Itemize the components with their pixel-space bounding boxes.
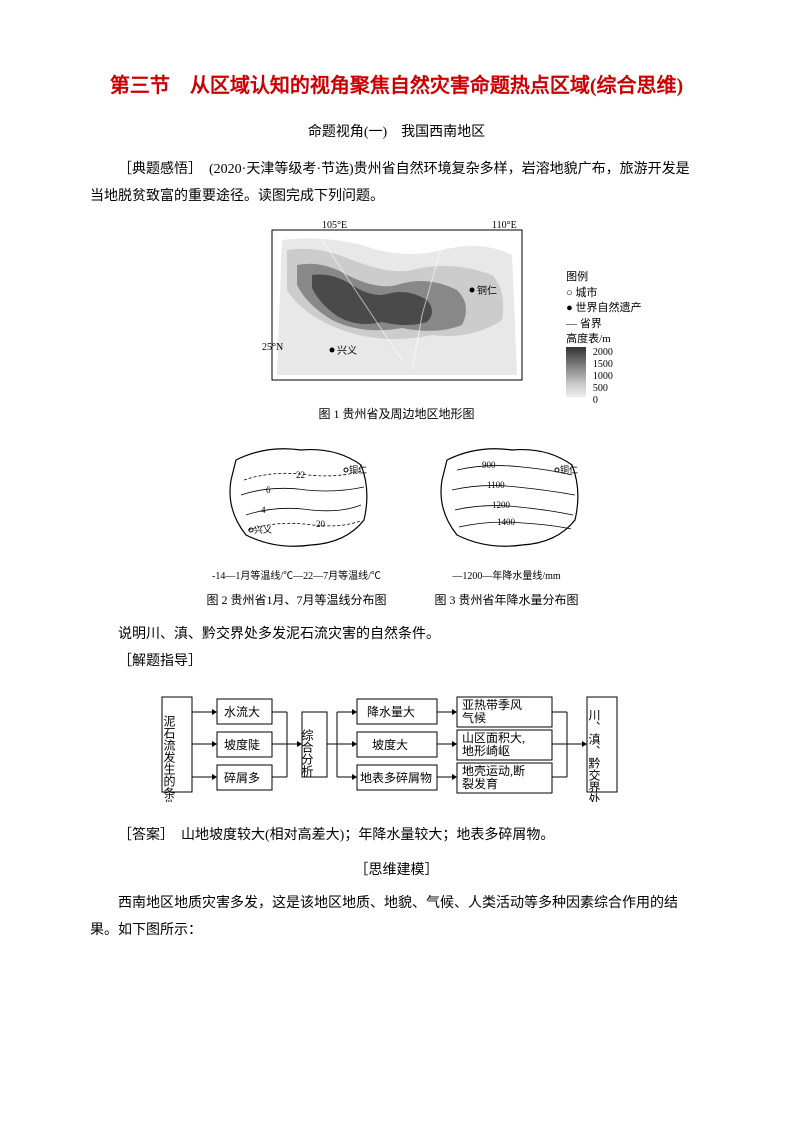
elevation-values: 2000 1500 1000 500 0 [593, 347, 613, 407]
figure-2-label: -14—1月等温线/℃—22—7月等温线/℃ [206, 568, 386, 586]
intro-paragraph: ［典题感悟］ (2020·天津等级考·节选)贵州省自然环境复杂多样，岩溶地貌广布… [90, 157, 703, 210]
legend-heritage: ● 世界自然遗产 [566, 301, 641, 316]
svg-text:川、滇、黔交界处: 川、滇、黔交界处 [587, 709, 601, 802]
svg-text:1100: 1100 [487, 480, 505, 490]
lon-105: 105°E [322, 220, 347, 231]
svg-text:兴义: 兴义 [254, 525, 272, 535]
precipitation-map: 900 1100 1200 1400 铜仁 [427, 435, 587, 555]
svg-text:降水量大: 降水量大 [367, 705, 415, 719]
lon-110: 110°E [492, 220, 517, 231]
svg-text:山区面积大,: 山区面积大, [462, 731, 525, 745]
svg-text:地表多碎屑物: 地表多碎屑物 [360, 770, 432, 785]
svg-text:坡度大: 坡度大 [372, 737, 408, 752]
svg-text:6: 6 [266, 485, 271, 495]
section-title: 第三节 从区域认知的视角聚焦自然灾害命题热点区域(综合思维) [90, 70, 703, 102]
perspective-subtitle: 命题视角(一) 我国西南地区 [90, 120, 703, 145]
svg-text:气候: 气候 [462, 710, 486, 725]
figure-2-caption: 图 2 贵州省1月、7月等温线分布图 [206, 590, 386, 612]
solution-guide-label: ［解题指导］ [90, 649, 703, 676]
svg-text:碎屑多: 碎屑多 [224, 770, 260, 785]
legend-title: 图例 [566, 270, 641, 285]
legend-elevation: 高度表/m [566, 332, 641, 347]
svg-text:裂发育: 裂发育 [462, 776, 498, 791]
svg-text:22: 22 [296, 470, 305, 480]
answer-text: ［答案］ 山地坡度较大(相对高差大)；年降水量较大；地表多碎屑物。 [90, 823, 703, 850]
svg-text:地壳运动,断: 地壳运动,断 [462, 763, 525, 778]
city-xingyi: 兴义 [337, 345, 357, 357]
figure-1-container: 铜仁 兴义 105°E 110°E 25°N 图例 ○ 城市 ● 世界自然遗产 … [90, 220, 703, 425]
svg-text:水流大: 水流大 [224, 705, 260, 719]
legend-city: ○ 城市 [566, 286, 641, 301]
thinking-model-label: ［思维建模］ [90, 858, 703, 883]
figure-1-legend: 图例 ○ 城市 ● 世界自然遗产 — 省界 高度表/m 2000 1500 10… [566, 270, 641, 407]
flow-diagram: 泥石流发生的条件 水流大 坡度陡 碎屑多 综合分析 降水量大 坡度大 地表多碎屑… [90, 687, 703, 811]
conclusion-paragraph: 西南地区地质灾害多发，这是该地区地质、地貌、气候、人类活动等多种因素综合作用的结… [90, 891, 703, 944]
question-text: 说明川、滇、黔交界处多发泥石流灾害的自然条件。 [90, 622, 703, 649]
svg-text:1400: 1400 [497, 517, 516, 527]
terrain-map: 铜仁 兴义 105°E 110°E 25°N [262, 220, 532, 390]
lat-25: 25°N [262, 342, 283, 353]
svg-text:铜仁: 铜仁 [560, 464, 578, 475]
elevation-gradient [566, 347, 586, 397]
svg-text:亚热带季风: 亚热带季风 [462, 698, 522, 712]
isotherm-map: 6 22 4 20 铜仁 兴义 [216, 435, 376, 555]
svg-text:1200: 1200 [492, 500, 511, 510]
svg-text:坡度陡: 坡度陡 [224, 737, 260, 752]
svg-text:铜仁: 铜仁 [349, 464, 367, 475]
figure-3-label: —1200—年降水量线/mm [427, 568, 587, 586]
svg-text:地形崎岖: 地形崎岖 [462, 744, 510, 758]
figure-3-caption: 图 3 贵州省年降水量分布图 [427, 590, 587, 612]
figures-2-3-row: 6 22 4 20 铜仁 兴义 -14—1月等温线/℃—22—7月等温线/℃ 图… [90, 435, 703, 612]
svg-text:4: 4 [261, 505, 266, 515]
svg-text:900: 900 [482, 460, 496, 470]
svg-text:综合分析: 综合分析 [300, 729, 314, 778]
city-tongren: 铜仁 [477, 285, 497, 297]
svg-text:泥石流发生的条件: 泥石流发生的条件 [162, 715, 176, 802]
svg-text:20: 20 [316, 519, 326, 529]
legend-border: — 省界 [566, 317, 641, 332]
